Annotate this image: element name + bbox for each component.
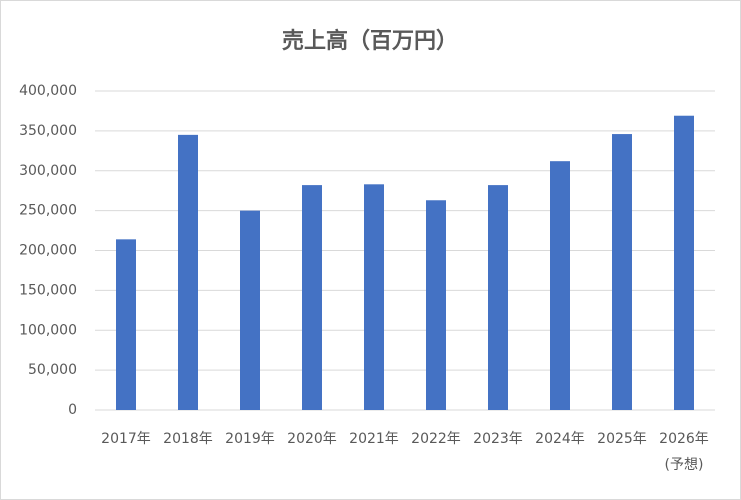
bar bbox=[116, 239, 136, 410]
bar bbox=[302, 185, 322, 410]
y-tick-label: 150,000 bbox=[19, 282, 77, 298]
y-tick-label: 300,000 bbox=[19, 163, 77, 179]
y-tick-label: 350,000 bbox=[19, 123, 77, 139]
bar bbox=[612, 134, 632, 410]
y-tick-label: 400,000 bbox=[19, 83, 77, 99]
x-tick-label: 2023年 bbox=[473, 431, 523, 447]
bar bbox=[426, 200, 446, 410]
y-tick-label: 0 bbox=[68, 402, 77, 418]
y-tick-label: 50,000 bbox=[28, 362, 77, 378]
x-tick-label: 2018年 bbox=[163, 431, 213, 447]
bar bbox=[674, 115, 694, 410]
x-tick-label: 2017年 bbox=[101, 431, 151, 447]
bar bbox=[488, 185, 508, 410]
x-tick-label: 2025年 bbox=[597, 431, 647, 447]
x-tick-label: 2021年 bbox=[349, 431, 399, 447]
y-tick-label: 200,000 bbox=[19, 243, 77, 259]
bar bbox=[178, 134, 198, 411]
x-tick-label: 2019年 bbox=[225, 431, 275, 447]
bar bbox=[240, 210, 260, 410]
x-tick-label: 2020年 bbox=[287, 431, 337, 447]
x-tick-label: 2022年 bbox=[411, 431, 461, 447]
y-tick-label: 250,000 bbox=[19, 203, 77, 219]
bar bbox=[550, 161, 570, 410]
bar bbox=[364, 184, 384, 410]
chart-title: 売上高（百万円） bbox=[282, 28, 458, 54]
x-tick-label: 2024年 bbox=[535, 431, 585, 447]
y-tick-label: 100,000 bbox=[19, 322, 77, 338]
x-tick-label: 2026年 (予想) bbox=[659, 431, 709, 473]
